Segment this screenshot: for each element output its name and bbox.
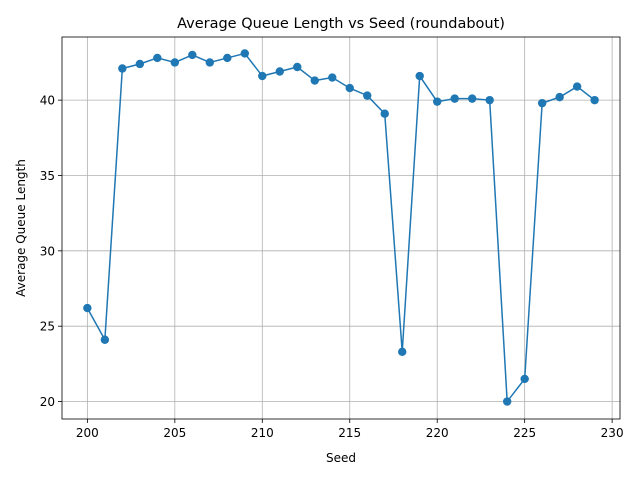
x-tick-label: 210 xyxy=(251,426,274,440)
data-point xyxy=(485,95,494,105)
data-point xyxy=(415,71,424,81)
y-tick-label: 35 xyxy=(40,169,55,183)
data-point xyxy=(135,59,145,69)
y-tick-label: 40 xyxy=(40,94,55,108)
x-tick-label: 205 xyxy=(163,426,186,440)
x-axis-label: Seed xyxy=(326,451,356,465)
data-point xyxy=(380,109,389,118)
data-series xyxy=(83,49,599,406)
data-point xyxy=(328,73,337,82)
x-tick-label: 225 xyxy=(513,426,536,440)
data-point xyxy=(118,64,127,73)
data-point xyxy=(188,50,197,60)
data-point xyxy=(590,95,599,105)
data-point xyxy=(310,76,319,85)
plot-frame xyxy=(61,36,621,420)
data-point xyxy=(153,53,162,63)
data-point xyxy=(398,347,407,356)
data-point xyxy=(170,58,180,67)
data-point xyxy=(275,67,284,76)
x-tick-label: 230 xyxy=(601,426,624,440)
data-point xyxy=(450,94,459,103)
y-tick-label: 20 xyxy=(40,395,55,409)
x-tick-label: 215 xyxy=(338,426,361,440)
data-point xyxy=(100,335,110,344)
data-point xyxy=(555,92,564,102)
data-point xyxy=(363,91,372,100)
data-point xyxy=(345,83,354,93)
x-tick-label: 220 xyxy=(426,426,449,440)
data-point xyxy=(83,303,92,313)
y-tick-label: 30 xyxy=(40,244,55,258)
data-point xyxy=(502,397,512,406)
data-point xyxy=(223,53,232,63)
data-point xyxy=(537,98,547,108)
data-point xyxy=(572,82,582,91)
data-point xyxy=(433,97,442,106)
grid-lines xyxy=(62,37,620,419)
chart-title: Average Queue Length vs Seed (roundabout… xyxy=(177,16,505,32)
data-point xyxy=(467,94,477,103)
y-axis-label: Average Queue Length xyxy=(14,159,28,297)
data-point xyxy=(205,58,215,67)
data-point xyxy=(258,71,267,81)
axis-ticks: 200 205 210 215 220 225 230 20 25 30 35 40 xyxy=(40,94,624,440)
x-tick-label: 200 xyxy=(76,426,99,440)
data-point xyxy=(520,374,529,384)
data-point xyxy=(293,62,302,72)
data-point xyxy=(240,49,249,58)
y-tick-label: 25 xyxy=(40,320,55,334)
